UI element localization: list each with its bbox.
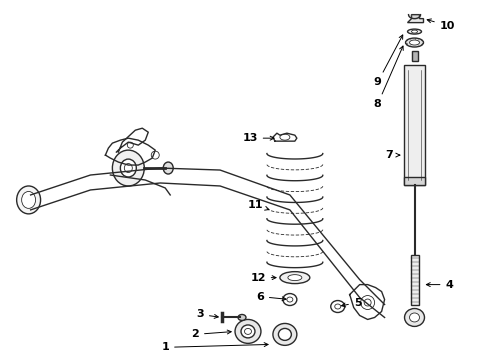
Ellipse shape: [272, 323, 296, 345]
Bar: [410, 255, 418, 305]
Text: 4: 4: [426, 280, 452, 289]
Text: 10: 10: [427, 19, 454, 31]
Ellipse shape: [408, 40, 419, 45]
Ellipse shape: [408, 313, 419, 322]
Bar: [403, 66, 425, 185]
Text: 11: 11: [247, 200, 268, 210]
Ellipse shape: [112, 150, 144, 186]
Ellipse shape: [17, 186, 41, 214]
Text: 7: 7: [385, 150, 399, 160]
Text: 8: 8: [373, 46, 403, 109]
Text: 1: 1: [161, 342, 267, 352]
Text: 6: 6: [256, 292, 285, 302]
Ellipse shape: [287, 275, 301, 280]
Text: 9: 9: [373, 35, 402, 87]
Ellipse shape: [405, 38, 423, 47]
Ellipse shape: [241, 325, 254, 338]
Text: 2: 2: [191, 329, 231, 339]
Text: 12: 12: [250, 273, 275, 283]
Ellipse shape: [21, 192, 36, 208]
Bar: [411, 51, 417, 62]
Ellipse shape: [407, 29, 421, 34]
Text: 3: 3: [196, 310, 218, 319]
Ellipse shape: [411, 30, 417, 33]
Ellipse shape: [279, 272, 309, 284]
Ellipse shape: [120, 159, 136, 177]
Ellipse shape: [404, 309, 424, 327]
Ellipse shape: [238, 315, 245, 320]
Bar: [403, 177, 425, 185]
Ellipse shape: [163, 162, 173, 174]
Text: 5: 5: [341, 297, 361, 307]
Ellipse shape: [235, 319, 261, 343]
Polygon shape: [407, 15, 423, 23]
Text: 13: 13: [242, 133, 273, 143]
Ellipse shape: [278, 328, 291, 340]
